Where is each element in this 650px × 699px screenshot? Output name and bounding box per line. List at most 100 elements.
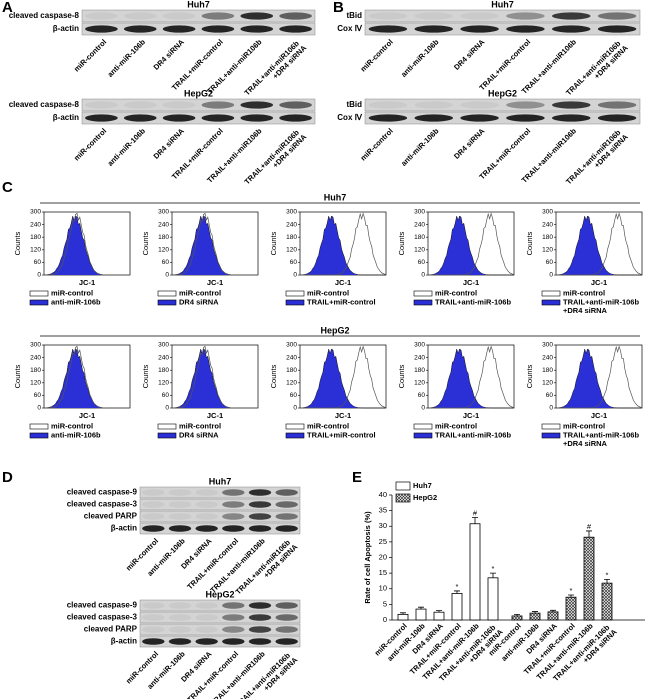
blot-band (123, 25, 157, 33)
blot-band (275, 614, 298, 621)
y-tick-label: 120 (286, 380, 297, 387)
legend-label: miR-control (51, 288, 93, 297)
y-tick-label: 0 (165, 272, 169, 279)
legend-label: miR-control (307, 288, 349, 297)
y-axis-label: Counts (525, 231, 534, 255)
legend-label: anti-miR-106b (51, 430, 101, 439)
blot-band (222, 626, 245, 633)
blot-band (142, 489, 165, 496)
y-tick-label: 120 (286, 247, 297, 254)
histogram-treated (299, 215, 386, 276)
blot-band (222, 525, 245, 532)
blot-band (414, 25, 453, 33)
y-tick-label: 60 (162, 259, 170, 266)
y-tick-label: 60 (162, 392, 170, 399)
legend-label: miR-control (563, 421, 605, 430)
blot-band (222, 489, 245, 496)
blot-band (168, 513, 192, 520)
panel-letter: B (333, 0, 344, 16)
band-label: β-actin (53, 113, 79, 122)
bar (565, 596, 577, 621)
blot-band (368, 114, 408, 122)
legend-swatch (285, 423, 305, 430)
blot-band (240, 101, 274, 109)
lane-label: miR-control (72, 126, 108, 162)
y-tick-label: 300 (158, 209, 169, 216)
legend-swatch (29, 290, 49, 297)
blot-band (222, 614, 245, 621)
histogram-control (556, 345, 643, 409)
blot-band (460, 12, 499, 20)
y-tick-label: 60 (290, 392, 298, 399)
x-axis-label: JC-1 (591, 411, 607, 420)
y-tick-label: 0 (421, 405, 425, 412)
y-tick-label: 300 (414, 342, 425, 349)
legend-swatch (285, 432, 305, 439)
blot-strip (139, 635, 301, 648)
y-tick-label: 120 (158, 247, 169, 254)
blot-band (162, 101, 196, 109)
y-tick-label: 120 (542, 247, 553, 254)
y-tick-label: 120 (542, 380, 553, 387)
legend-swatch (395, 481, 411, 491)
histogram-control (44, 212, 130, 276)
y-tick-label: 300 (286, 209, 297, 216)
x-axis-label: JC-1 (79, 411, 95, 420)
blot-band (414, 114, 453, 122)
y-axis-label: Counts (141, 364, 150, 388)
bar (583, 536, 595, 621)
blot-band (168, 638, 192, 645)
y-tick-label: 240 (158, 354, 169, 361)
blot-band (460, 25, 499, 33)
blot-strip (139, 498, 301, 511)
blot-band (275, 489, 298, 496)
blot-band (414, 12, 453, 20)
lane-label: miR-control (359, 37, 395, 73)
legend-label: HepG2 (413, 493, 437, 502)
y-axis-label: Counts (525, 364, 534, 388)
blot-title: Huh7 (491, 0, 514, 9)
legend-label: miR-control (563, 288, 605, 297)
error-bar (436, 610, 442, 613)
legend-label: TRAIL+anti-miR-106b (435, 297, 511, 306)
y-tick-label: 300 (158, 342, 169, 349)
blot-band (142, 525, 165, 532)
error-bar (532, 611, 538, 614)
y-tick-label: 120 (30, 380, 41, 387)
panel-letter: D (2, 469, 13, 486)
band-label: cleaved caspase-8 (9, 100, 80, 109)
y-tick-label: 300 (30, 342, 41, 349)
blot-band (195, 513, 218, 520)
row-title: HepG2 (320, 325, 349, 335)
legend-swatch (285, 299, 305, 306)
y-tick-label: 10 (379, 584, 387, 593)
blot-band (552, 12, 591, 20)
blot-band (222, 602, 245, 609)
blot-band (142, 638, 165, 645)
error-bar (586, 530, 592, 538)
legend-swatch (413, 290, 433, 297)
legend-label: TRAIL+miR-control (307, 297, 376, 306)
y-tick-label: 300 (542, 342, 553, 349)
y-tick-label: 0 (293, 272, 297, 279)
histogram-treated (427, 215, 514, 276)
y-tick-label: 0 (383, 615, 387, 624)
histogram-treated (299, 348, 386, 409)
blot-band (195, 638, 218, 645)
blot-band (168, 525, 192, 532)
lane-label: anti-miR-106b (106, 37, 148, 79)
blot-band (123, 101, 157, 109)
error-bar (418, 606, 424, 610)
y-tick-label: 60 (34, 259, 42, 266)
error-bar (490, 572, 496, 578)
blot-band (248, 638, 272, 645)
error-bar (568, 594, 574, 598)
blot-band (248, 626, 272, 633)
blot-band (275, 638, 298, 645)
legend-swatch (157, 299, 177, 306)
histogram-treated (171, 348, 258, 409)
y-tick-label: 60 (418, 259, 426, 266)
y-tick-label: 20 (379, 552, 387, 561)
band-label: cleaved PARP (84, 625, 138, 634)
legend-swatch (157, 423, 177, 430)
